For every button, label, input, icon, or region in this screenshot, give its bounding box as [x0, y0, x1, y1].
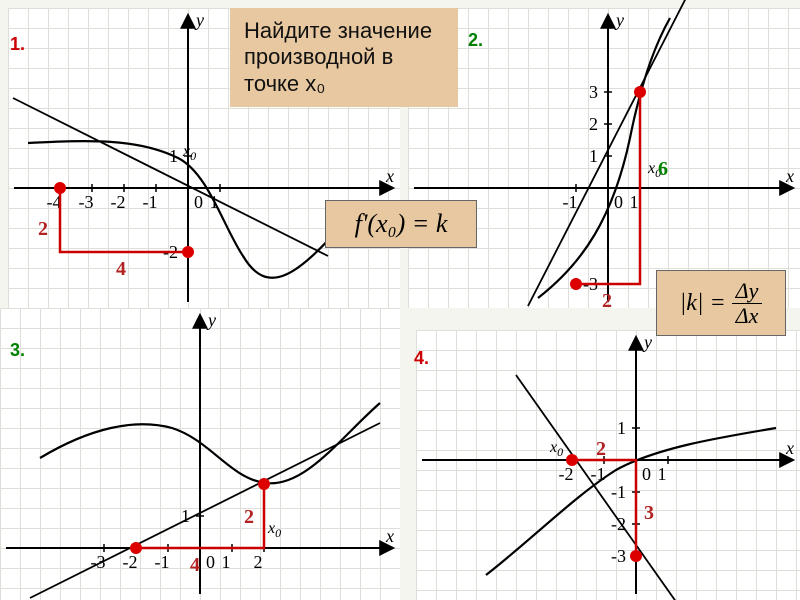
svg-text:2: 2 — [254, 552, 263, 572]
svg-text:x: x — [385, 166, 394, 186]
title-box: Найдите значение производной в точке x₀ — [230, 8, 458, 107]
svg-text:-2: -2 — [111, 192, 126, 212]
tangent-point — [566, 454, 578, 466]
plot-panel-2: -11123-30 y x x0 62 — [408, 8, 800, 308]
delta-label: 4 — [190, 554, 200, 577]
plot-panel-4: -2-111-1-2-30 y x x0 23 — [416, 330, 800, 600]
formula-k-lhs: |k| = — [680, 290, 726, 317]
svg-text:0: 0 — [194, 192, 203, 212]
tangent-point — [258, 478, 270, 490]
svg-text:-1: -1 — [143, 192, 158, 212]
svg-text:1: 1 — [222, 552, 231, 572]
svg-text:0: 0 — [614, 192, 623, 212]
svg-text:1: 1 — [658, 464, 667, 484]
plot-svg: -2-111-1-2-30 y x x0 — [416, 330, 800, 600]
svg-text:y: y — [194, 10, 204, 30]
tangent-point — [130, 542, 142, 554]
svg-text:1: 1 — [617, 418, 626, 438]
svg-text:-3: -3 — [611, 546, 626, 566]
svg-text:-1: -1 — [155, 552, 170, 572]
panel-number-2: 2. — [468, 30, 483, 51]
delta-label: 2 — [244, 506, 254, 529]
formula-k-fraction: ΔyΔx — [732, 279, 763, 326]
svg-text:-1: -1 — [611, 482, 626, 502]
svg-text:x0: x0 — [267, 520, 281, 540]
svg-text:0: 0 — [642, 464, 651, 484]
svg-text:x0: x0 — [182, 143, 196, 163]
formula-k: |k| =ΔyΔx — [656, 270, 786, 336]
plot-panel-3: -3-2-11210 y x x0 24 — [0, 308, 400, 600]
svg-text:1: 1 — [589, 146, 598, 166]
svg-text:2: 2 — [589, 114, 598, 134]
tangent-point — [630, 550, 642, 562]
delta-label: 2 — [602, 290, 612, 313]
svg-text:y: y — [206, 310, 216, 330]
svg-text:0: 0 — [206, 552, 215, 572]
tangent-point — [570, 278, 582, 290]
svg-text:x: x — [785, 438, 794, 458]
svg-text:-3: -3 — [79, 192, 94, 212]
panel-number-1: 1. — [10, 34, 25, 55]
svg-text:y: y — [642, 332, 652, 352]
svg-text:-2: -2 — [123, 552, 138, 572]
plot-svg: -3-2-11210 y x x0 — [0, 308, 400, 600]
svg-text:1: 1 — [630, 192, 639, 212]
tangent-point — [54, 182, 66, 194]
delta-label: 6 — [658, 158, 668, 181]
svg-text:x: x — [385, 526, 394, 546]
delta-label: 2 — [38, 218, 48, 241]
panel-number-3: 3. — [10, 340, 25, 361]
svg-text:x: x — [785, 166, 794, 186]
svg-text:-2: -2 — [559, 464, 574, 484]
svg-text:-1: -1 — [563, 192, 578, 212]
svg-text:3: 3 — [589, 82, 598, 102]
svg-text:1: 1 — [181, 506, 190, 526]
delta-label: 3 — [644, 502, 654, 525]
tangent-point — [182, 246, 194, 258]
svg-text:x0: x0 — [549, 439, 563, 459]
panel-number-4: 4. — [414, 348, 429, 369]
delta-label: 4 — [116, 258, 126, 281]
svg-text:-2: -2 — [611, 514, 626, 534]
delta-label: 2 — [596, 438, 606, 461]
tangent-point — [634, 86, 646, 98]
svg-text:y: y — [614, 10, 624, 30]
plot-svg: -11123-30 y x x0 — [408, 8, 800, 308]
formula-fprime: f'(x₀) = k — [325, 200, 477, 248]
